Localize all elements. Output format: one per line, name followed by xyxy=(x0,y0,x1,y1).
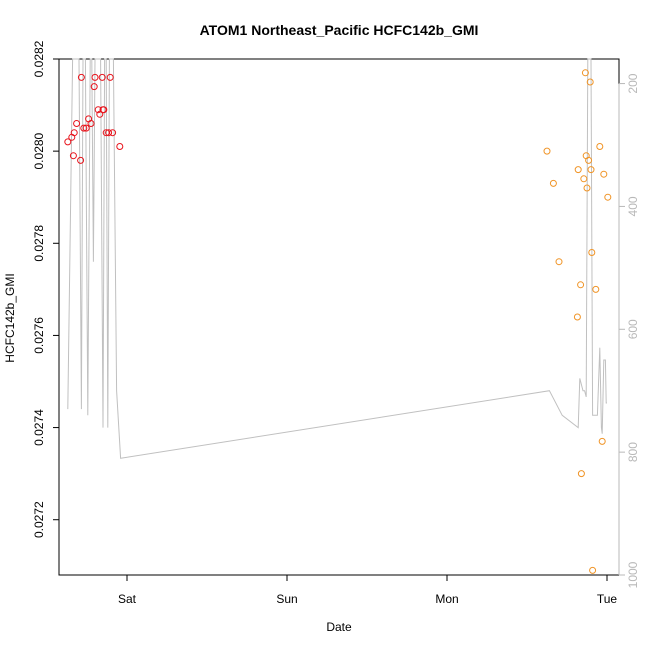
data-point-series-2 xyxy=(604,193,612,201)
data-point-series-1 xyxy=(77,73,85,81)
data-point-series-2 xyxy=(577,470,585,478)
data-point-series-2 xyxy=(555,258,563,266)
data-point-series-1 xyxy=(77,156,85,164)
data-point-series-1 xyxy=(91,73,99,81)
data-point-series-1 xyxy=(109,129,117,137)
y-tick-label: 0.0280 xyxy=(32,132,46,169)
plot-border xyxy=(58,58,620,576)
data-point-series-2 xyxy=(574,166,582,174)
x-tick-label: Sun xyxy=(276,592,297,606)
data-point-series-1 xyxy=(69,152,77,160)
y-axis-label: HCFC142b_GMI xyxy=(3,273,17,362)
data-point-series-1 xyxy=(100,106,108,114)
data-point-series-2 xyxy=(587,166,595,174)
y2-tick-label: 600 xyxy=(626,319,640,339)
data-point-series-1 xyxy=(96,110,104,118)
data-point-series-2 xyxy=(598,437,606,445)
y-tick-label: 0.0282 xyxy=(32,40,46,77)
y-tick-label: 0.0274 xyxy=(32,409,46,446)
data-point-series-2 xyxy=(549,179,557,187)
data-point-series-1 xyxy=(64,138,72,146)
data-point-series-1 xyxy=(98,73,106,81)
data-point-series-2 xyxy=(583,184,591,192)
altitude-line xyxy=(67,58,607,459)
data-point-series-1 xyxy=(106,73,114,81)
data-point-series-2 xyxy=(596,143,604,150)
data-point-series-2 xyxy=(600,170,608,178)
data-point-series-1 xyxy=(70,129,78,137)
data-point-series-2 xyxy=(573,313,581,321)
data-point-series-2 xyxy=(580,175,588,183)
y2-tick-label: 1000 xyxy=(626,561,640,588)
data-point-series-2 xyxy=(585,156,593,164)
data-point-series-1 xyxy=(80,124,88,132)
y2-tick-label: 800 xyxy=(626,442,640,462)
data-point-series-2 xyxy=(589,566,597,574)
data-point-series-1 xyxy=(90,83,98,91)
data-point-series-1 xyxy=(82,124,90,132)
y2-tick-label: 200 xyxy=(626,73,640,93)
y2-tick-label: 400 xyxy=(626,196,640,216)
data-point-series-1 xyxy=(87,120,95,127)
data-point-series-2 xyxy=(577,281,585,289)
data-point-series-2 xyxy=(581,69,589,77)
data-point-series-1 xyxy=(105,129,113,137)
chart-title: ATOM1 Northeast_Pacific HCFC142b_GMI xyxy=(200,22,479,38)
x-axis-label: Date xyxy=(326,620,352,634)
x-tick-label: Mon xyxy=(435,592,458,606)
x-tick-label: Sat xyxy=(118,592,137,606)
data-point-series-1 xyxy=(73,120,81,127)
data-point-series-1 xyxy=(116,143,124,150)
data-point-series-2 xyxy=(586,78,594,86)
y-tick-label: 0.0272 xyxy=(32,501,46,538)
y-tick-label: 0.0278 xyxy=(32,225,46,262)
data-point-series-2 xyxy=(592,285,600,293)
x-tick-label: Tue xyxy=(597,592,618,606)
y-tick-label: 0.0276 xyxy=(32,317,46,354)
data-point-series-2 xyxy=(588,249,596,256)
data-point-series-2 xyxy=(543,147,551,155)
